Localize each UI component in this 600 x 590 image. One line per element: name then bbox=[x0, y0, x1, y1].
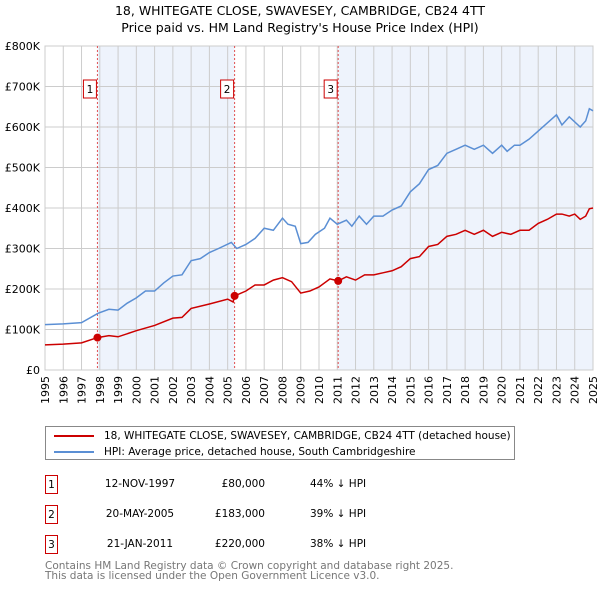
y-tick-label: £200K bbox=[5, 283, 41, 296]
x-tick-label: 2020 bbox=[496, 376, 509, 404]
footer-licence: This data is licensed under the Open Gov… bbox=[45, 570, 380, 582]
y-tick-label: £500K bbox=[5, 162, 41, 175]
sale-price: £220,000 bbox=[214, 538, 265, 550]
x-tick-label: 2009 bbox=[295, 376, 308, 404]
y-tick-label: £800K bbox=[5, 40, 41, 53]
x-tick-label: 2011 bbox=[331, 376, 344, 404]
x-tick-label: 2025 bbox=[587, 376, 600, 404]
sale-number: 1 bbox=[45, 475, 58, 494]
x-tick-label: 2019 bbox=[477, 376, 490, 404]
sale-date: 12-NOV-1997 bbox=[104, 478, 176, 490]
x-tick-label: 2008 bbox=[276, 376, 289, 404]
y-tick-label: £400K bbox=[5, 202, 41, 215]
sale-label: 1 bbox=[87, 84, 94, 96]
x-tick-label: 2010 bbox=[313, 376, 326, 404]
x-tick-label: 2015 bbox=[404, 376, 417, 404]
sale-price: £80,000 bbox=[221, 478, 265, 490]
x-tick-label: 2021 bbox=[514, 376, 527, 404]
x-tick-label: 2002 bbox=[167, 376, 180, 404]
x-tick-label: 2006 bbox=[240, 376, 253, 404]
y-tick-label: £0 bbox=[26, 364, 40, 377]
sale-label-box bbox=[82, 79, 97, 99]
x-tick-label: 1998 bbox=[94, 376, 107, 404]
x-tick-label: 1999 bbox=[112, 376, 125, 404]
chart-subtitle: Price paid vs. HM Land Registry's House … bbox=[121, 20, 479, 35]
x-tick-label: 2005 bbox=[222, 376, 235, 404]
sale-number: 3 bbox=[45, 535, 58, 554]
y-tick-label: £600K bbox=[5, 121, 41, 134]
property-price-line bbox=[44, 207, 594, 346]
x-tick-label: 2004 bbox=[203, 376, 216, 404]
sale-number: 2 bbox=[45, 505, 58, 524]
sale-label: 2 bbox=[224, 84, 231, 96]
x-tick-label: 2014 bbox=[386, 376, 399, 404]
hpi-line bbox=[44, 107, 594, 326]
sale-point bbox=[230, 291, 239, 300]
x-tick-label: 2012 bbox=[350, 376, 363, 404]
legend-swatch-property bbox=[54, 435, 94, 437]
y-tick-label: £300K bbox=[5, 243, 41, 256]
x-tick-label: 2000 bbox=[130, 376, 143, 404]
legend-label-hpi: HPI: Average price, detached house, Sout… bbox=[104, 446, 416, 458]
sale-date: 21-JAN-2011 bbox=[106, 538, 174, 550]
sale-point bbox=[93, 333, 102, 342]
y-tick-label: £100K bbox=[5, 324, 41, 337]
sale-label-box bbox=[220, 79, 235, 99]
x-tick-label: 2003 bbox=[185, 376, 198, 404]
sale-label: 3 bbox=[327, 84, 334, 96]
sale-label-box bbox=[323, 79, 338, 99]
x-tick-label: 1997 bbox=[76, 376, 89, 404]
x-tick-label: 1995 bbox=[39, 376, 52, 404]
sale-hpi-diff: 38% ↓ HPI bbox=[310, 538, 367, 550]
chart-title: 18, WHITEGATE CLOSE, SWAVESEY, CAMBRIDGE… bbox=[114, 3, 486, 18]
sale-date: 20-MAY-2005 bbox=[105, 508, 175, 520]
price-chart: 1995 1996 1997 1998 1999 2000 2001 2002 2003 2004… bbox=[5, 40, 600, 404]
sale-point bbox=[334, 276, 343, 285]
footer-copyright: Contains HM Land Registry data © Crown c… bbox=[45, 560, 454, 572]
sale-hpi-diff: 44% ↓ HPI bbox=[310, 478, 367, 490]
sale-hpi-diff: 39% ↓ HPI bbox=[310, 508, 367, 520]
x-tick-label: 2024 bbox=[569, 376, 582, 404]
sale-price: £183,000 bbox=[214, 508, 265, 520]
x-tick-label: 2001 bbox=[149, 376, 162, 404]
legend-label-property: 18, WHITEGATE CLOSE, SWAVESEY, CAMBRIDGE… bbox=[104, 430, 511, 442]
x-tick-label: 1996 bbox=[57, 376, 70, 404]
x-tick-label: 2018 bbox=[459, 376, 472, 404]
legend: 18, WHITEGATE CLOSE, SWAVESEY, CAMBRIDGE… bbox=[45, 426, 515, 460]
y-tick-label: £700K bbox=[5, 81, 41, 94]
x-tick-label: 2022 bbox=[532, 376, 545, 404]
x-tick-label: 2013 bbox=[368, 376, 381, 404]
x-tick-label: 2023 bbox=[550, 376, 563, 404]
x-tick-label: 2007 bbox=[258, 376, 271, 404]
x-tick-label: 2016 bbox=[423, 376, 436, 404]
legend-swatch-hpi bbox=[54, 451, 94, 453]
x-tick-label: 2017 bbox=[441, 376, 454, 404]
